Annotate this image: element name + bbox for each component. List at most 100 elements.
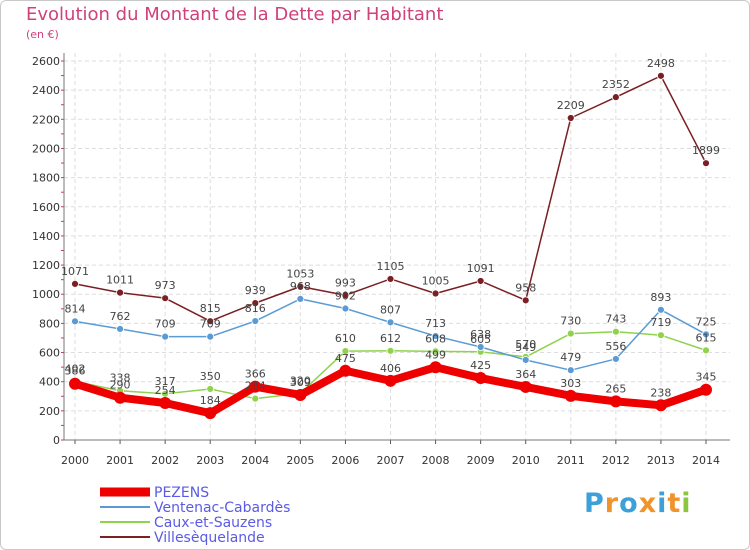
data-point (159, 396, 172, 409)
x-tick-label: 2004 (241, 454, 269, 467)
data-label: 556 (605, 340, 626, 353)
x-tick-label: 2010 (512, 454, 540, 467)
x-tick-label: 2001 (106, 454, 134, 467)
logo-letter: i (681, 488, 692, 519)
data-label: 1005 (422, 275, 450, 288)
data-point (251, 394, 260, 403)
data-point (386, 346, 395, 355)
data-point (476, 343, 485, 351)
data-label: 610 (335, 332, 356, 345)
data-label: 713 (425, 317, 446, 330)
data-label: 309 (290, 376, 311, 389)
data-point (431, 347, 440, 356)
data-label: 1053 (286, 268, 314, 281)
y-tick-label: 800 (39, 317, 60, 330)
legend-entry: Ventenac-Cabardès (154, 500, 290, 516)
data-point (161, 294, 170, 303)
data-point (249, 380, 262, 393)
x-tick-label: 2012 (602, 454, 630, 467)
data-label: 406 (380, 362, 401, 375)
x-tick-label: 2003 (196, 454, 224, 467)
data-point (341, 291, 350, 300)
data-point (474, 372, 487, 385)
data-label: 345 (696, 371, 717, 384)
x-tick-label: 2009 (467, 454, 495, 467)
data-point (69, 377, 81, 390)
data-label: 743 (605, 313, 626, 326)
logo-letter: P (584, 488, 605, 519)
data-label: 549 (515, 341, 536, 354)
legend-entry: Villesèquelande (154, 530, 265, 546)
data-point (431, 289, 440, 298)
data-label: 2498 (647, 57, 675, 70)
data-label: 725 (696, 315, 717, 328)
data-label: 1011 (106, 274, 134, 287)
data-point (161, 332, 170, 341)
data-point (116, 325, 124, 333)
data-label: 902 (335, 290, 356, 303)
data-point (339, 364, 352, 377)
data-point (296, 282, 305, 291)
data-point (429, 361, 442, 374)
y-tick-label: 2000 (32, 142, 60, 155)
data-label: 184 (200, 394, 221, 407)
data-point (566, 366, 575, 375)
data-label: 350 (200, 370, 221, 383)
logo-letter: x (638, 488, 658, 519)
data-point (476, 277, 485, 285)
data-point (251, 317, 260, 325)
data-point (609, 395, 622, 408)
data-label: 816 (245, 302, 266, 315)
data-label: 815 (200, 302, 221, 315)
data-point (566, 329, 575, 338)
data-label: 709 (155, 318, 176, 331)
data-point (206, 385, 215, 393)
data-point (702, 159, 710, 168)
y-tick-label: 0 (53, 434, 60, 447)
data-point (521, 356, 530, 364)
data-point (384, 374, 397, 387)
x-tick-label: 2007 (377, 454, 405, 467)
data-label: 730 (560, 315, 581, 328)
x-tick-label: 2008 (422, 454, 450, 467)
x-tick-label: 2011 (557, 454, 585, 467)
data-point (700, 383, 712, 396)
proxiti-logo: Proxiti (584, 488, 692, 519)
data-point (702, 330, 710, 339)
x-tick-label: 2013 (647, 454, 675, 467)
data-label: 425 (470, 359, 491, 372)
data-label: 265 (605, 382, 626, 395)
logo-letter: o (619, 488, 639, 519)
data-label: 2209 (557, 99, 585, 112)
data-label: 605 (470, 333, 491, 346)
data-label: 338 (110, 372, 131, 385)
data-label: 499 (425, 348, 446, 361)
y-tick-label: 2600 (32, 55, 60, 68)
data-label: 968 (290, 280, 311, 293)
data-point (71, 317, 79, 326)
x-tick-label: 2002 (151, 454, 179, 467)
data-label: 615 (696, 331, 717, 344)
data-point (296, 294, 305, 303)
data-point (341, 347, 350, 355)
data-label: 317 (155, 375, 176, 388)
data-label: 386 (65, 365, 86, 378)
data-point (116, 288, 124, 297)
logo-letter: i (657, 488, 668, 519)
data-label: 366 (245, 368, 266, 381)
x-tick-label: 2005 (286, 454, 314, 467)
y-tick-label: 2400 (32, 84, 60, 97)
data-label: 719 (650, 316, 671, 329)
data-label: 2352 (602, 78, 630, 91)
data-point (206, 332, 215, 341)
data-label: 709 (200, 318, 221, 331)
y-tick-label: 1200 (32, 259, 60, 272)
data-label: 958 (515, 281, 536, 294)
data-label: 973 (155, 279, 176, 292)
y-tick-label: 1000 (32, 288, 60, 301)
data-label: 762 (110, 310, 131, 323)
data-point (611, 93, 620, 102)
data-point (702, 346, 710, 355)
data-point (251, 299, 260, 308)
data-label: 638 (470, 328, 491, 341)
